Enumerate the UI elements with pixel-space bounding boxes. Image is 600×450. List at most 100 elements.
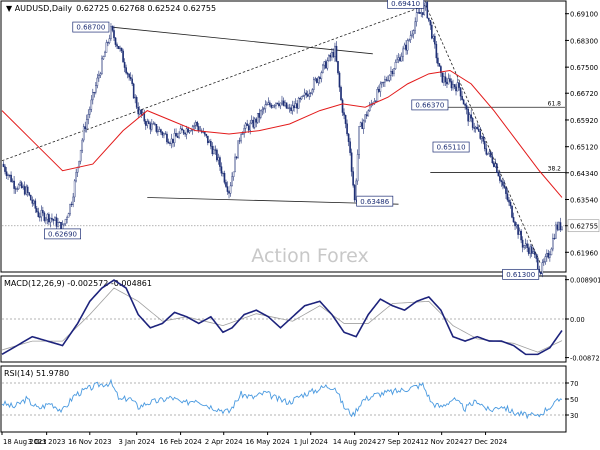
trendline — [110, 26, 373, 55]
candle-body — [134, 97, 136, 99]
candle-body — [238, 140, 241, 142]
candle-body — [181, 128, 183, 131]
annotation-box — [502, 268, 540, 280]
candle-body — [207, 135, 209, 144]
candle-body — [322, 64, 324, 73]
candle-body — [367, 110, 370, 117]
annotation-box — [44, 228, 81, 240]
candle-body — [490, 151, 492, 157]
candle-body — [411, 33, 413, 36]
candle-body — [418, 12, 421, 14]
candle-body — [524, 243, 527, 246]
candle-body — [23, 186, 26, 195]
candle-body — [55, 217, 58, 227]
x-tick-label: 18 Aug 2023 — [3, 438, 47, 446]
candle-body — [391, 71, 394, 74]
candle-body — [532, 251, 535, 254]
candle-body — [213, 149, 215, 155]
candle-body — [185, 128, 188, 135]
candle-body — [388, 75, 391, 81]
candle-body — [441, 72, 444, 83]
candle-body — [237, 140, 239, 159]
candle-body — [487, 152, 489, 155]
candle-body — [166, 133, 168, 143]
candle-body — [455, 86, 457, 92]
annotation-box — [387, 0, 425, 9]
candle-body — [434, 35, 436, 45]
candle-body — [474, 126, 477, 129]
candle-body — [278, 103, 280, 107]
candle-body — [523, 245, 525, 248]
x-tick-label: 12 Nov 2024 — [420, 438, 464, 446]
candle-body — [249, 122, 252, 131]
candle-body — [509, 201, 512, 207]
candle-body — [287, 107, 289, 109]
candle-body — [290, 107, 292, 112]
candle-body — [175, 133, 177, 137]
candle-body — [337, 61, 339, 74]
candle-body — [468, 114, 471, 122]
candle-body — [4, 166, 6, 172]
macd-signal-line — [1, 287, 563, 353]
candle-body — [220, 166, 223, 174]
candle-body — [499, 175, 501, 181]
candle-body — [119, 47, 121, 50]
candle-body — [231, 176, 233, 187]
candle-body — [364, 114, 367, 122]
x-tick-label: 16 Feb 2024 — [159, 438, 201, 446]
candle-body — [102, 56, 105, 60]
candle-body — [361, 122, 363, 130]
candle-body — [132, 83, 135, 99]
price-panel-frame — [0, 0, 567, 273]
candle-body — [49, 217, 52, 223]
rsi-tick-label: 30 — [570, 412, 578, 420]
candle-body — [494, 163, 497, 167]
candle-body — [349, 141, 351, 153]
candle-body — [67, 213, 70, 218]
annotation-label: 0.66370 — [415, 102, 444, 110]
candle-body — [243, 128, 245, 135]
candle-body — [521, 239, 524, 248]
candle-body — [20, 182, 23, 189]
candle-body — [228, 191, 230, 194]
candle-body — [553, 237, 556, 239]
candle-body — [170, 138, 173, 144]
price-tick-label: 0.61960 — [570, 249, 598, 257]
candle-body — [288, 107, 291, 109]
candle-body — [164, 133, 167, 135]
candle-body — [443, 76, 445, 83]
candle-body — [16, 188, 18, 190]
candle-body — [82, 126, 85, 141]
x-tick-label: 16 Nov 2023 — [68, 438, 112, 446]
candle-body — [64, 219, 67, 224]
fib-level-label: 61.8 — [548, 100, 562, 107]
candle-body — [84, 126, 87, 130]
candle-body — [379, 83, 382, 92]
candle-body — [446, 81, 448, 85]
candle-body — [329, 54, 332, 58]
annotation-box — [72, 21, 110, 33]
annotation-label: 0.61300 — [506, 271, 535, 279]
candle-body — [123, 61, 126, 68]
candle-body — [505, 187, 507, 194]
candle-body — [247, 125, 250, 131]
candle-body — [191, 126, 194, 131]
candle-body — [503, 185, 506, 188]
candle-body — [533, 251, 536, 255]
candle-body — [146, 121, 149, 126]
rsi-layer: 70 50 30 — [1, 378, 578, 420]
candle-body — [541, 262, 544, 275]
candle-body — [359, 122, 362, 127]
candle-body — [440, 66, 442, 74]
candle-body — [467, 108, 469, 122]
candle-body — [269, 102, 271, 106]
candle-body — [556, 224, 559, 230]
candle-body — [88, 109, 91, 115]
candle-body — [415, 12, 418, 22]
candle-body — [426, 2, 429, 19]
annotation-box — [356, 195, 394, 207]
candle-body — [561, 226, 563, 230]
candle-body — [196, 122, 199, 127]
